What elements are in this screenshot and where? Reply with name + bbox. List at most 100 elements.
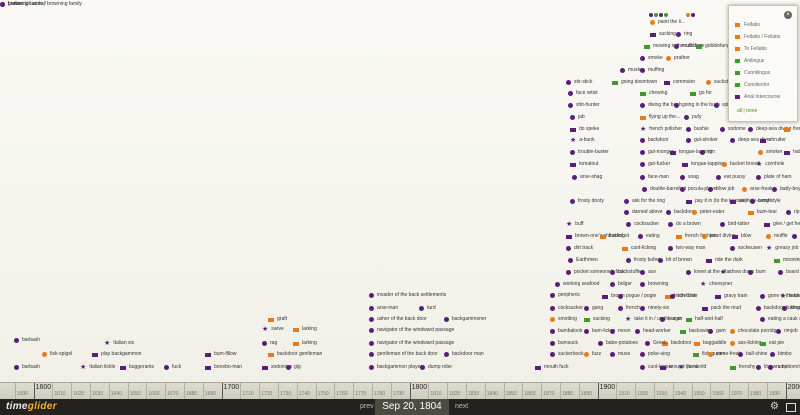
timeline-event[interactable]: pocula-player (680, 185, 718, 194)
timeline-event[interactable]: smotting (550, 315, 577, 324)
timeline-event[interactable]: ass-licking (730, 339, 761, 348)
timeline-event[interactable]: gobblefanger (696, 42, 734, 51)
timeline-event[interactable]: show down (720, 268, 754, 277)
timeline-event[interactable]: going downtown (612, 78, 657, 87)
legend-item[interactable]: Cunnilector (735, 82, 769, 88)
timeline-event[interactable]: ask for the ring (624, 197, 665, 206)
timeline-event[interactable]: sockeusen (730, 244, 762, 253)
timeline-event[interactable]: blow job (708, 185, 734, 194)
timeline-event[interactable]: bumsuck (550, 339, 578, 348)
timeline-event[interactable]: ride the dark (706, 256, 743, 265)
timeline-event[interactable]: french (618, 304, 640, 313)
timeline-event[interactable]: gentleman of the back door (369, 350, 438, 359)
fullscreen-icon[interactable] (786, 403, 796, 412)
timeline-event[interactable]: fisk-spigel (42, 350, 72, 359)
gear-icon[interactable]: ⚙ (770, 401, 779, 412)
timeline-event[interactable]: Earthmen (568, 256, 598, 265)
timeline-event[interactable]: working seafood (555, 280, 599, 289)
timeline-event[interactable]: ninety-six (640, 304, 669, 313)
timeline-event[interactable]: cheesyner (700, 280, 732, 289)
timeline-event[interactable]: tongue-lapping (682, 160, 724, 169)
timeline-event[interactable]: ball-shine (738, 350, 767, 359)
timeline-event[interactable]: backdoor (640, 136, 669, 145)
timeline-event[interactable]: sodome (720, 125, 746, 134)
timeline-event[interactable]: bimbo (770, 350, 792, 359)
timeline-event[interactable]: backswing (680, 327, 712, 336)
timeline-event[interactable]: bum-fillow (205, 350, 237, 359)
legend-all-link[interactable]: all (737, 108, 743, 114)
timeline-event[interactable]: frosty bufer (626, 256, 659, 265)
timeline-event[interactable]: suckerbook (550, 350, 584, 359)
timeline-event[interactable]: arse-man (369, 304, 398, 313)
timeline-event[interactable]: french love (784, 125, 800, 134)
timeline-event[interactable]: muffle (766, 232, 788, 241)
timeline-event[interactable]: eat pussy (716, 173, 745, 182)
timeline-event[interactable]: tomatout (570, 160, 598, 169)
timeline-event[interactable]: face-man (640, 173, 669, 182)
timeline-event[interactable]: larking (293, 339, 317, 348)
timeline-event[interactable]: cornhole (756, 160, 784, 169)
timeline-event[interactable]: backdoor (666, 208, 695, 217)
timeline-event[interactable]: go for (690, 89, 712, 98)
timeline-event[interactable]: usher of the back door (369, 315, 427, 324)
next-button[interactable]: next (455, 403, 469, 410)
timeline-event[interactable]: gut-monger (640, 148, 674, 157)
timeline-event[interactable]: rag (262, 339, 277, 348)
timeline-event[interactable]: deep-sea diver (730, 136, 771, 145)
timeline-event[interactable]: around the world (660, 363, 706, 372)
timeline-event[interactable]: swive (262, 325, 284, 334)
timeline-event[interactable]: pay it in (to the bootsie) (686, 197, 747, 206)
timeline-event[interactable]: browning tastes / browning family (0, 0, 82, 9)
timeline-event[interactable]: french fashion (676, 232, 716, 241)
timeline-event[interactable]: bushie (686, 125, 709, 134)
timeline-event[interactable]: paint the li... (650, 18, 685, 27)
timeline-event[interactable]: face artist (568, 89, 598, 98)
timeline-event[interactable]: pocket someone's fuck (566, 268, 625, 277)
timeline-event[interactable]: bum-licker (584, 327, 615, 336)
timeline-event[interactable]: rump (768, 363, 787, 372)
timeline-event[interactable]: mouth fuck (535, 363, 568, 372)
timeline-event[interactable]: army style (750, 197, 781, 206)
timeline-event[interactable]: flying up the... (640, 113, 680, 122)
timeline-event[interactable]: sodomise (262, 363, 292, 372)
timeline-event[interactable]: fish-queen (693, 350, 725, 359)
timeline-event[interactable]: brown (602, 292, 625, 301)
timeline-event[interactable]: Italian tickle (80, 363, 115, 372)
timeline-event[interactable]: come-freak (708, 350, 741, 359)
timeline-event[interactable]: pearl diving (702, 232, 736, 241)
timeline-event[interactable]: backgammoner (444, 315, 486, 324)
timeline-event[interactable]: buggaddle (694, 339, 726, 348)
timeline-event[interactable]: pack the mud (702, 304, 741, 313)
timeline-event[interactable]: bonebo-man (205, 363, 242, 372)
timeline-event[interactable]: arse-freak (742, 185, 773, 194)
timeline-event[interactable]: bum (748, 268, 766, 277)
timeline-event[interactable]: tongue-lapping (670, 148, 712, 157)
timeline-event[interactable]: muster (620, 66, 643, 75)
timeline-event[interactable]: barbash (14, 363, 40, 372)
timeline-event[interactable]: french polisher (640, 125, 682, 134)
timeline-event[interactable]: brown-one's shit string (566, 232, 625, 241)
timeline-event[interactable]: gut-fucker (640, 160, 670, 169)
timeline-event[interactable]: do a brown (668, 220, 701, 229)
timeline-event[interactable]: cocksucker (550, 304, 583, 313)
timeline-event[interactable]: sucking (650, 30, 676, 39)
timeline-event[interactable]: kneel at the altar (686, 268, 731, 277)
timeline-event[interactable]: bird-tatter (720, 220, 749, 229)
timeline-event[interactable]: fetch thick (665, 292, 697, 301)
timeline-event[interactable]: hat job (784, 148, 800, 157)
timeline-event[interactable]: cunt-licking (622, 244, 656, 253)
timeline-event[interactable]: muff-dive (674, 42, 702, 51)
timeline-event[interactable]: gut-stroker (686, 136, 718, 145)
timeline-event[interactable]: a-bunk (570, 136, 594, 145)
timeline-event[interactable]: browning (640, 280, 668, 289)
timeline-event[interactable]: backdoor (662, 339, 692, 348)
timeline-event[interactable]: navigator of the windward passage (369, 339, 454, 348)
timeline-event[interactable]: batty-boy (772, 185, 800, 194)
timeline-event[interactable]: two-way man (668, 244, 705, 253)
timeline-event[interactable]: buggerants (120, 363, 154, 372)
timeline-event[interactable]: bolger (610, 280, 632, 289)
timeline-event[interactable]: bum-tear (748, 208, 777, 217)
timeline-event[interactable]: board ride (778, 268, 800, 277)
legend-item[interactable]: Anal Intercourse (735, 94, 780, 100)
timeline-event[interactable]: poke-uing (640, 350, 670, 359)
